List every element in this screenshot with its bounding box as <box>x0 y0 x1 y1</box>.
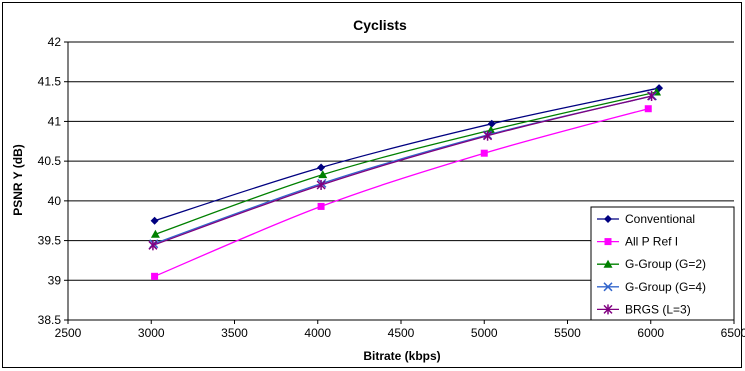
y-tick-label: 41 <box>48 114 62 128</box>
y-tick-label: 42 <box>48 35 62 49</box>
data-point-1 <box>480 149 488 157</box>
data-point-2 <box>318 170 328 179</box>
legend-marker <box>604 238 612 246</box>
data-point-4 <box>483 130 493 141</box>
data-point-4 <box>148 240 158 251</box>
series-line-4 <box>152 95 652 246</box>
y-tick-label: 41.5 <box>38 75 62 89</box>
data-point-0 <box>487 119 496 128</box>
y-tick-label: 39.5 <box>38 234 62 248</box>
legend-box <box>590 206 735 321</box>
data-point-0 <box>150 216 159 225</box>
data-point-2 <box>150 229 160 238</box>
legend-marker <box>603 304 613 315</box>
y-axis-label: PSNR Y (dB) <box>11 144 25 216</box>
x-tick-label: 2500 <box>55 326 82 340</box>
x-tick-label: 3500 <box>221 326 248 340</box>
series-line-0 <box>154 87 660 222</box>
data-point-0 <box>317 163 326 172</box>
series-line-1 <box>154 108 649 277</box>
y-tick-label: 38.5 <box>38 313 62 327</box>
legend-label: G-Group (G=4) <box>625 280 706 294</box>
data-point-4 <box>647 91 657 102</box>
legend-label: G-Group (G=2) <box>625 257 706 271</box>
series-line-2 <box>155 91 657 235</box>
legend-marker <box>603 259 613 268</box>
x-tick-label: 6000 <box>637 326 664 340</box>
data-point-1 <box>151 272 159 280</box>
x-tick-label: 4500 <box>388 326 415 340</box>
x-tick-label: 3000 <box>138 326 165 340</box>
legend-label: All P Ref I <box>625 235 678 249</box>
data-point-4 <box>316 179 326 190</box>
data-point-2 <box>486 125 496 134</box>
data-point-1 <box>644 105 652 113</box>
data-point-1 <box>317 202 325 210</box>
x-tick-label: 5000 <box>471 326 498 340</box>
legend-label: BRGS (L=3) <box>625 302 691 316</box>
legend: Conventional All P Ref I G-Group (G=2) G-Gr… <box>590 206 735 321</box>
legend-marker <box>603 282 613 292</box>
legend-label: Conventional <box>625 212 695 226</box>
y-tick-label: 40 <box>48 194 62 208</box>
x-axis-label: Bitrate (kbps) <box>363 349 440 363</box>
x-tick-label: 4000 <box>304 326 331 340</box>
x-tick-label: 5500 <box>554 326 581 340</box>
series-line-3 <box>153 95 653 245</box>
chart-title: Cyclists <box>353 17 407 33</box>
y-tick-label: 39 <box>48 273 62 287</box>
x-tick-label: 6500 <box>721 326 745 340</box>
y-tick-label: 40.5 <box>38 154 62 168</box>
legend-marker <box>604 215 612 223</box>
